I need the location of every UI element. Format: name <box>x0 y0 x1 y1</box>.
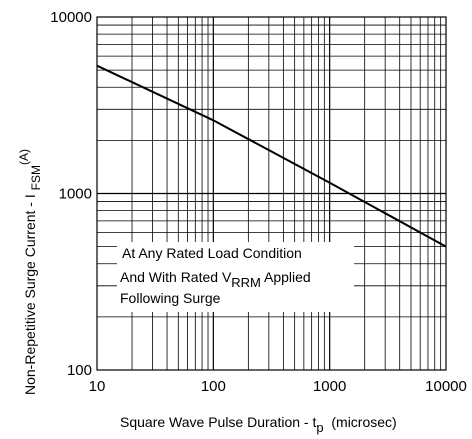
x-tick-label: 10 <box>89 378 106 395</box>
annotation-line-1: At Any Rated Load Condition <box>122 245 302 261</box>
y-tick-label: 10000 <box>50 9 92 26</box>
y-tick-label: 1000 <box>59 186 92 203</box>
annotation-line-2: And With Rated VRRM Applied <box>120 269 311 290</box>
y-axis-label-sup: (A) <box>17 149 31 165</box>
x-axis-label-main: Square Wave Pulse Duration - t <box>120 414 316 430</box>
annotation-box <box>117 242 354 312</box>
x-axis-label-sub: p <box>316 420 323 435</box>
x-tick-label: 100 <box>201 378 226 395</box>
x-axis-label: Square Wave Pulse Duration - tp (microse… <box>120 414 397 435</box>
annotation-line-2-pre: And With Rated V <box>120 269 232 285</box>
annotation-line-3: Following Surge <box>120 290 221 306</box>
x-tick-label: 10000 <box>425 378 467 395</box>
series-group <box>96 64 447 248</box>
x-tick-label: 1000 <box>313 378 346 395</box>
y-axis-label-main: Non-Repetitive Surge Current - I <box>22 190 38 395</box>
surge-current-line <box>96 64 447 248</box>
y-tick-label: 100 <box>67 362 92 379</box>
y-axis-label: Non-Repetitive Surge Current - I FSM(A) <box>17 149 43 395</box>
annotation-line-2-sub: RRM <box>231 275 261 290</box>
y-axis-label-sub: FSM <box>29 165 43 190</box>
x-axis-label-tail: (microsec) <box>324 414 397 430</box>
annotation-line-2-post: Applied <box>261 269 311 285</box>
plot-frame <box>96 16 447 371</box>
grid <box>97 17 446 370</box>
